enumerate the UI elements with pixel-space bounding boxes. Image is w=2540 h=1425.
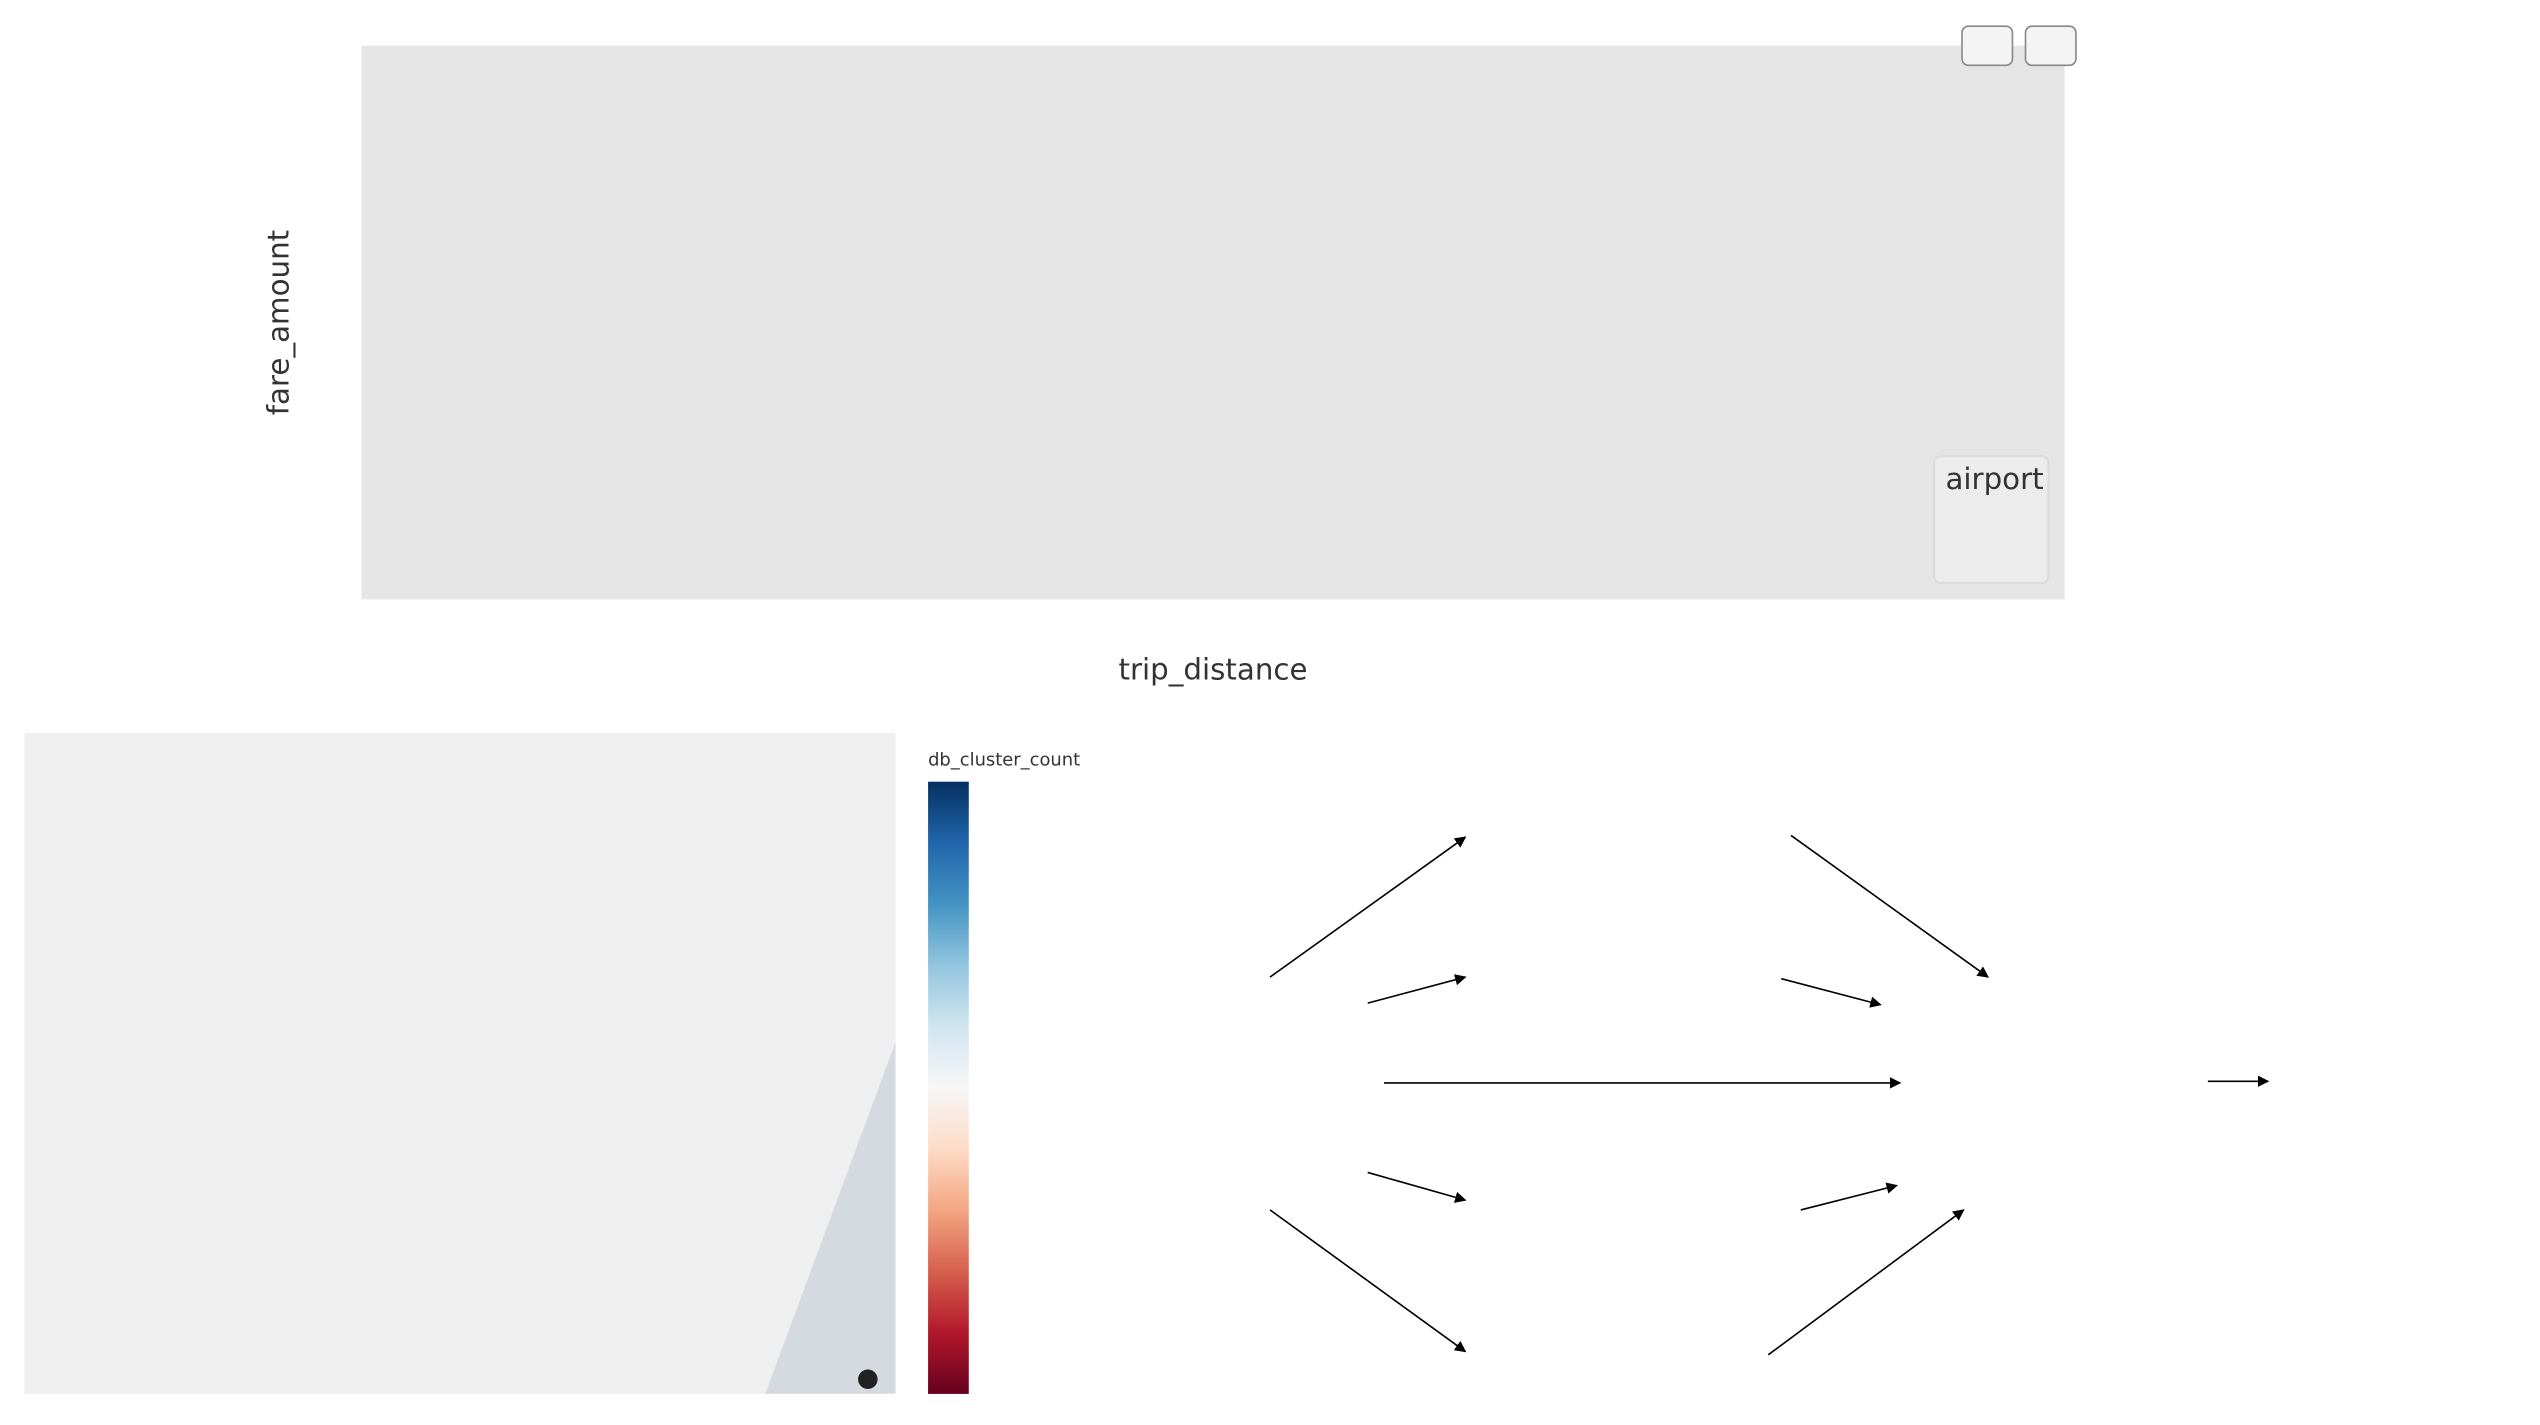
arrow (1269, 1209, 1467, 1353)
colorbar (928, 781, 969, 1394)
x-axis-label: trip_distance (1118, 652, 1307, 686)
arrow (1800, 1182, 1898, 1211)
arrow (1781, 977, 1882, 1008)
info-icon[interactable] (858, 1369, 878, 1390)
arrow (1790, 834, 1989, 978)
diagram (1269, 834, 2270, 1356)
y-axis-label: fare_amount (262, 230, 296, 415)
colorbar-title: db_cluster_count (928, 750, 1080, 771)
map (24, 732, 896, 1394)
arrow (1269, 836, 1467, 978)
save-button[interactable] (2024, 25, 2077, 67)
arrow (1367, 1171, 1467, 1203)
arrow (1367, 974, 1467, 1004)
copy-button[interactable] (1961, 25, 2014, 67)
map-base (24, 732, 896, 1394)
plot-area (361, 45, 2065, 600)
arrow (1767, 1209, 1965, 1356)
legend-title: airport (1945, 462, 2043, 496)
legend (1933, 455, 2050, 584)
